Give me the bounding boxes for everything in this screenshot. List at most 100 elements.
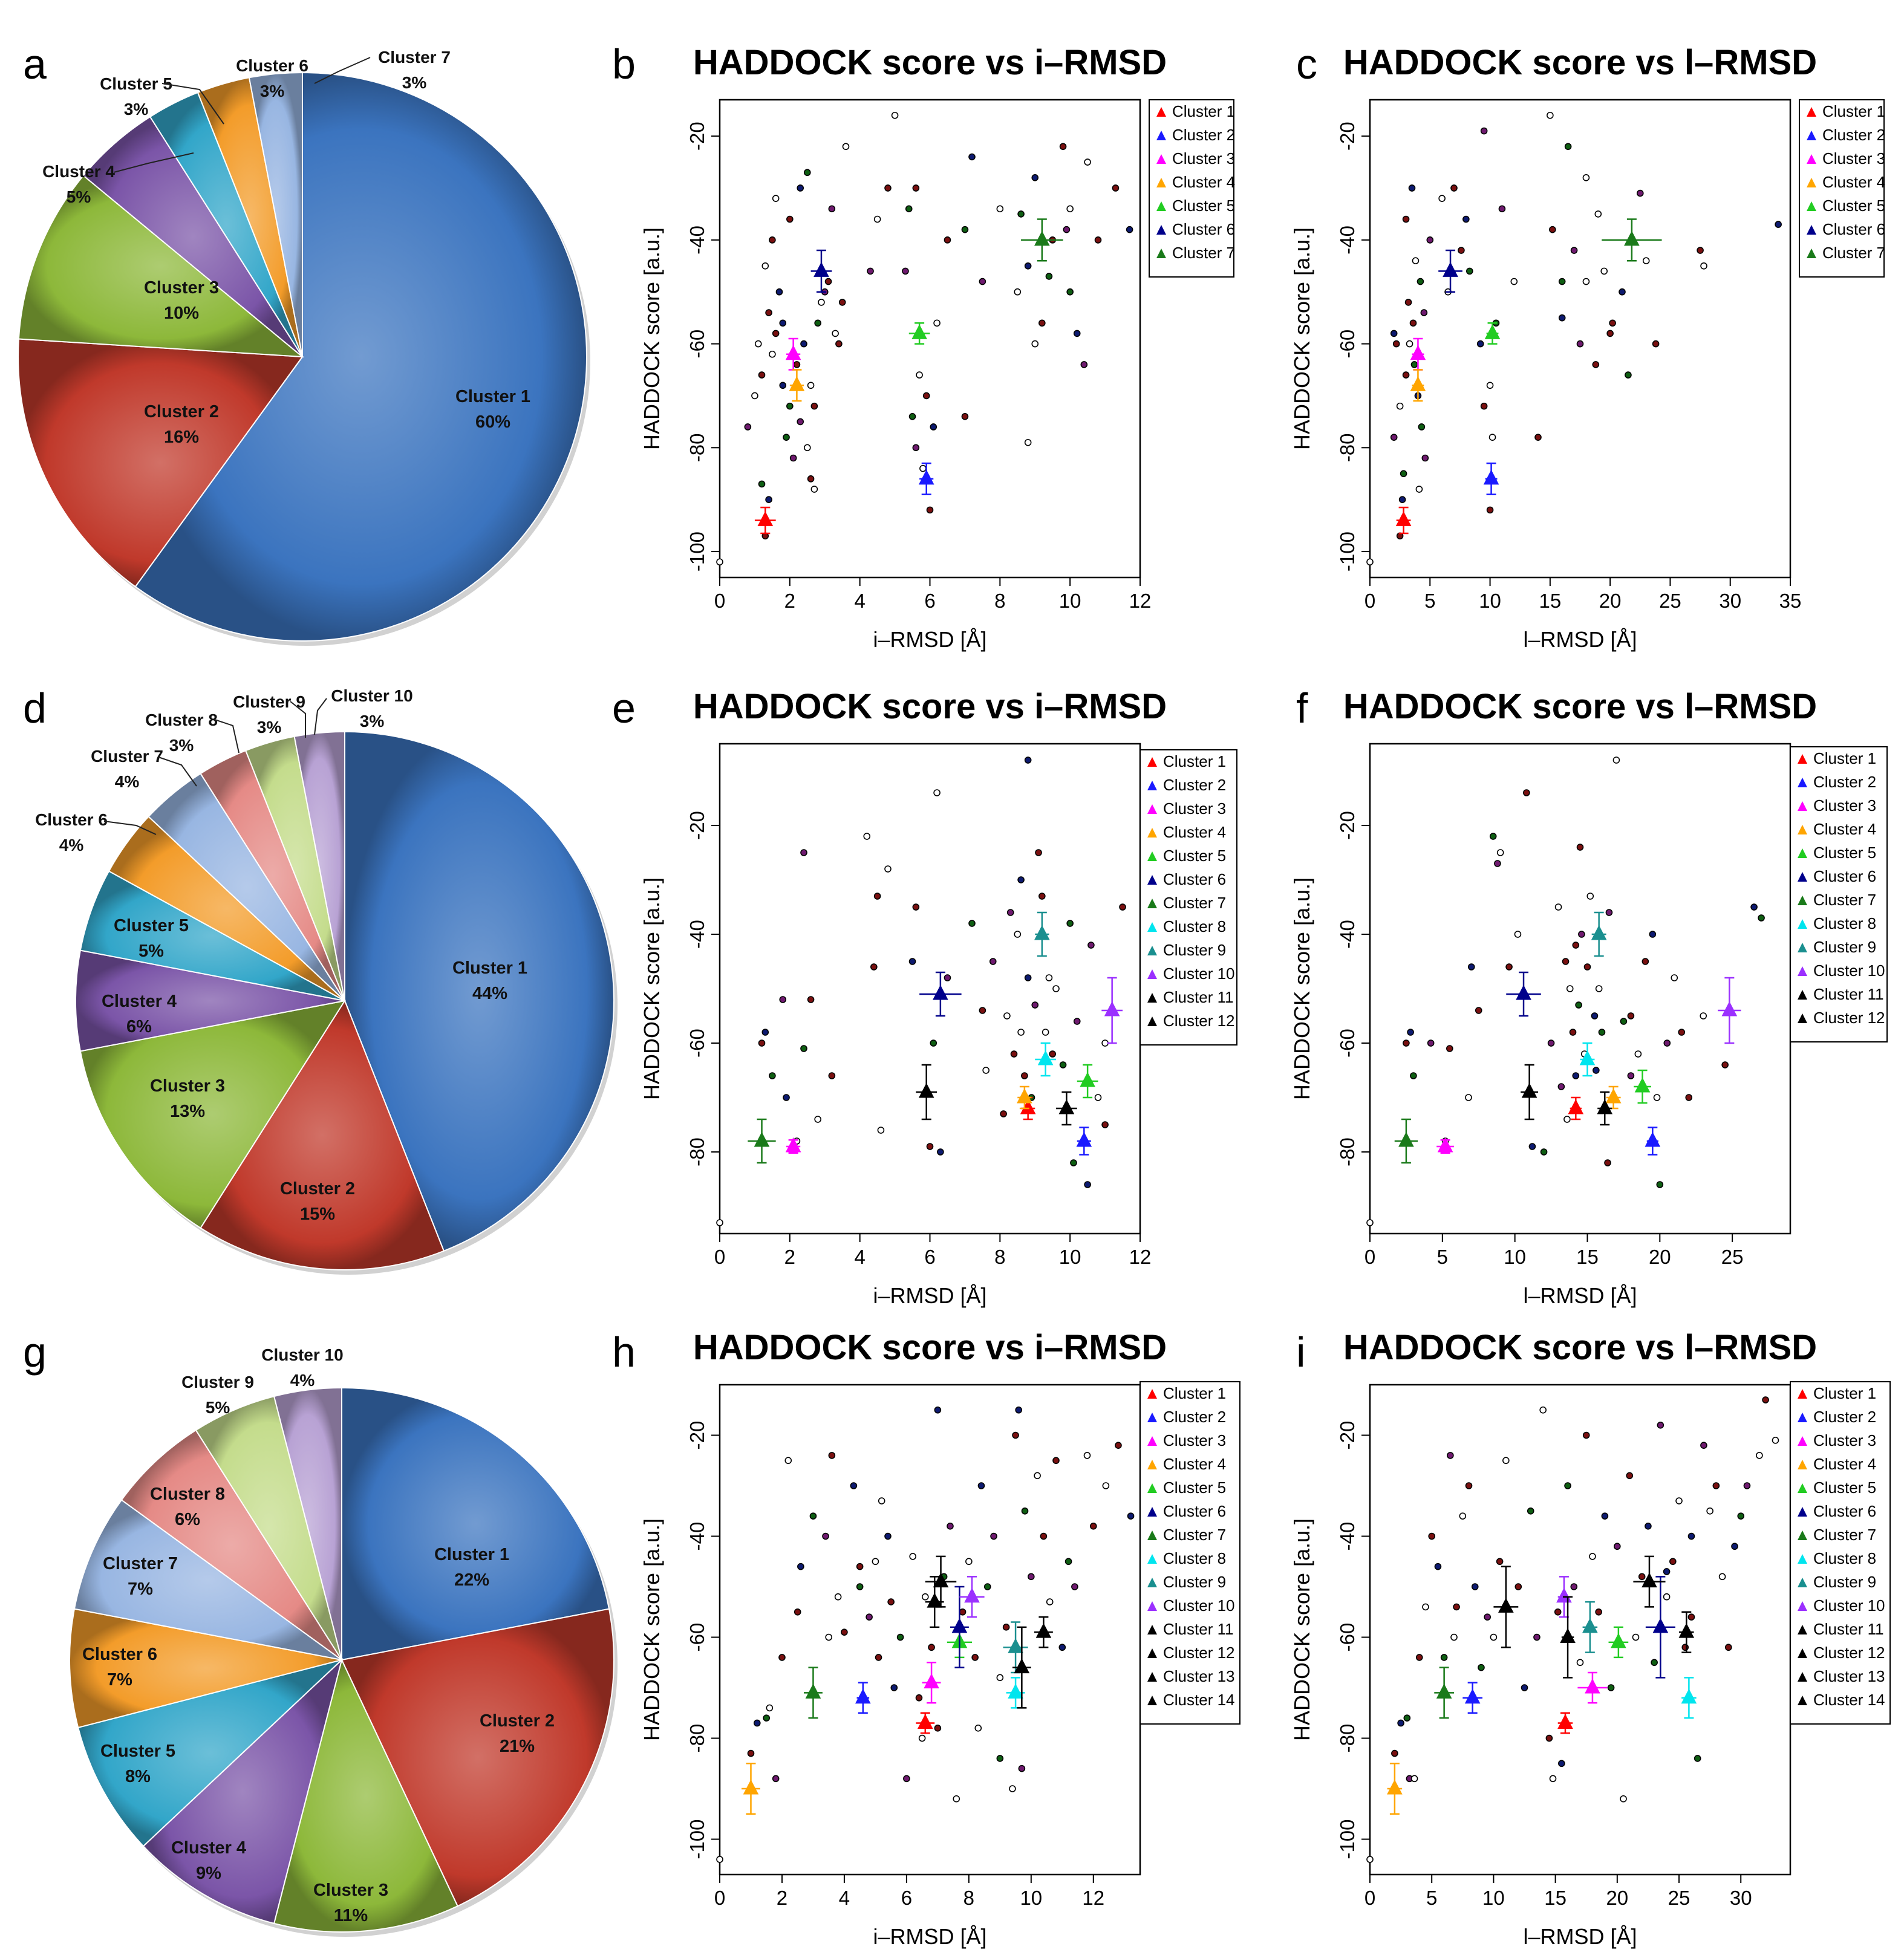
x-tick-label: 10 <box>1059 590 1081 612</box>
data-point <box>1066 920 1074 927</box>
data-point <box>797 418 804 426</box>
x-tick-label: 20 <box>1599 590 1622 612</box>
legend-marker <box>1147 1483 1157 1493</box>
data-point <box>1087 942 1095 949</box>
centroid-marker <box>813 262 829 277</box>
centroid-marker <box>789 376 805 391</box>
pie-label-percent: 44% <box>472 984 507 1003</box>
data-point <box>765 496 772 503</box>
legend-entry: Cluster 5 <box>1813 844 1876 862</box>
pie-label-name: Cluster 1 <box>434 1545 509 1564</box>
data-point <box>1031 174 1039 181</box>
x-tick-label: 5 <box>1424 590 1435 612</box>
legend-entry: Cluster 6 <box>1813 1502 1876 1520</box>
legend-entry: Cluster 12 <box>1813 1009 1885 1027</box>
centroid-marker <box>1560 1628 1576 1644</box>
legend-entry: Cluster 4 <box>1163 823 1226 841</box>
y-tick-label: -20 <box>686 122 708 151</box>
centroid-marker <box>1034 925 1050 940</box>
centroid-marker <box>1058 1099 1075 1114</box>
data-point <box>1390 330 1398 337</box>
data-point <box>1625 371 1632 379</box>
data-point <box>1762 1396 1769 1403</box>
data-point <box>779 319 787 327</box>
data-point <box>1607 1684 1615 1691</box>
legend-entry: Cluster 6 <box>1163 1502 1226 1520</box>
y-tick-label: -20 <box>1336 811 1358 840</box>
data-point <box>1706 1507 1713 1515</box>
data-point <box>766 1704 774 1712</box>
data-point <box>1418 423 1426 431</box>
legend-marker <box>1798 1530 1807 1540</box>
pie-slice-cluster-3 <box>273 1658 458 1933</box>
plot-frame <box>719 99 1141 579</box>
data-point <box>887 1598 895 1605</box>
data-point <box>1564 1482 1571 1489</box>
data-point <box>1083 1452 1091 1459</box>
data-point <box>1080 361 1088 368</box>
panel-letter-g: g <box>23 1329 47 1376</box>
legend-entry: Cluster 3 <box>1163 1431 1226 1449</box>
data-point <box>1406 340 1413 348</box>
data-point <box>961 413 969 420</box>
legend-entry: Cluster 8 <box>1163 917 1226 935</box>
data-point <box>1052 985 1060 992</box>
pie-label-name: Cluster 10 <box>261 1345 343 1364</box>
data-point <box>1073 1018 1081 1025</box>
data-point <box>944 974 951 981</box>
legend-entry: Cluster 3 <box>1163 799 1226 818</box>
pie-label-percent: 3% <box>124 100 149 119</box>
data-point <box>1498 205 1506 213</box>
data-point <box>1627 1012 1635 1020</box>
legend-marker <box>1147 1530 1157 1540</box>
data-point <box>1366 558 1374 566</box>
y-tick-label: -80 <box>686 433 708 462</box>
x-tick-label: 10 <box>1504 1246 1526 1268</box>
data-point <box>1494 860 1501 867</box>
centroid-marker <box>1008 1683 1023 1699</box>
data-point <box>800 1045 807 1052</box>
data-point <box>1578 931 1585 938</box>
legend-entry: Cluster 1 <box>1172 102 1235 120</box>
data-point <box>834 1593 842 1601</box>
data-point <box>1066 288 1074 296</box>
data-point <box>1528 1143 1536 1150</box>
data-point <box>765 309 772 316</box>
x-tick-label: 8 <box>994 1246 1005 1268</box>
data-point <box>783 1094 790 1101</box>
data-point <box>1558 278 1566 285</box>
centroid-marker <box>1398 1131 1414 1147</box>
panel-letter-d: d <box>23 685 47 732</box>
x-tick-label: 6 <box>901 1887 912 1909</box>
legend-marker <box>1798 1578 1807 1587</box>
chart-title: HADDOCK score vs i–RMSD <box>693 43 1167 82</box>
data-point <box>1392 340 1400 348</box>
chart-title: HADDOCK score vs l–RMSD <box>1343 43 1817 82</box>
data-point <box>1447 1452 1454 1459</box>
legend-marker <box>1147 875 1157 885</box>
y-tick-label: -60 <box>686 330 708 359</box>
pie-label-percent: 4% <box>290 1371 315 1390</box>
legend-entry: Cluster 9 <box>1163 1573 1226 1591</box>
pie-label-name: Cluster 7 <box>378 48 451 67</box>
x-tick-label: 4 <box>854 590 865 612</box>
panel-letter-e: e <box>612 685 636 732</box>
data-point <box>716 1219 723 1226</box>
data-point <box>832 330 839 337</box>
data-point <box>1045 273 1053 280</box>
legend-marker <box>1147 1648 1157 1658</box>
data-point <box>1409 319 1417 327</box>
y-tick-label: -40 <box>686 226 708 255</box>
data-point <box>1737 1512 1745 1520</box>
centroid-marker <box>1037 1050 1054 1065</box>
data-point <box>1490 1633 1498 1641</box>
data-point <box>884 1532 892 1540</box>
data-point <box>1400 470 1407 478</box>
data-point <box>1539 1406 1547 1414</box>
pie-leader-line <box>161 83 224 125</box>
centroid-marker <box>743 1779 759 1795</box>
data-point <box>1052 1457 1060 1465</box>
data-point <box>789 454 797 462</box>
data-point <box>1073 330 1081 337</box>
